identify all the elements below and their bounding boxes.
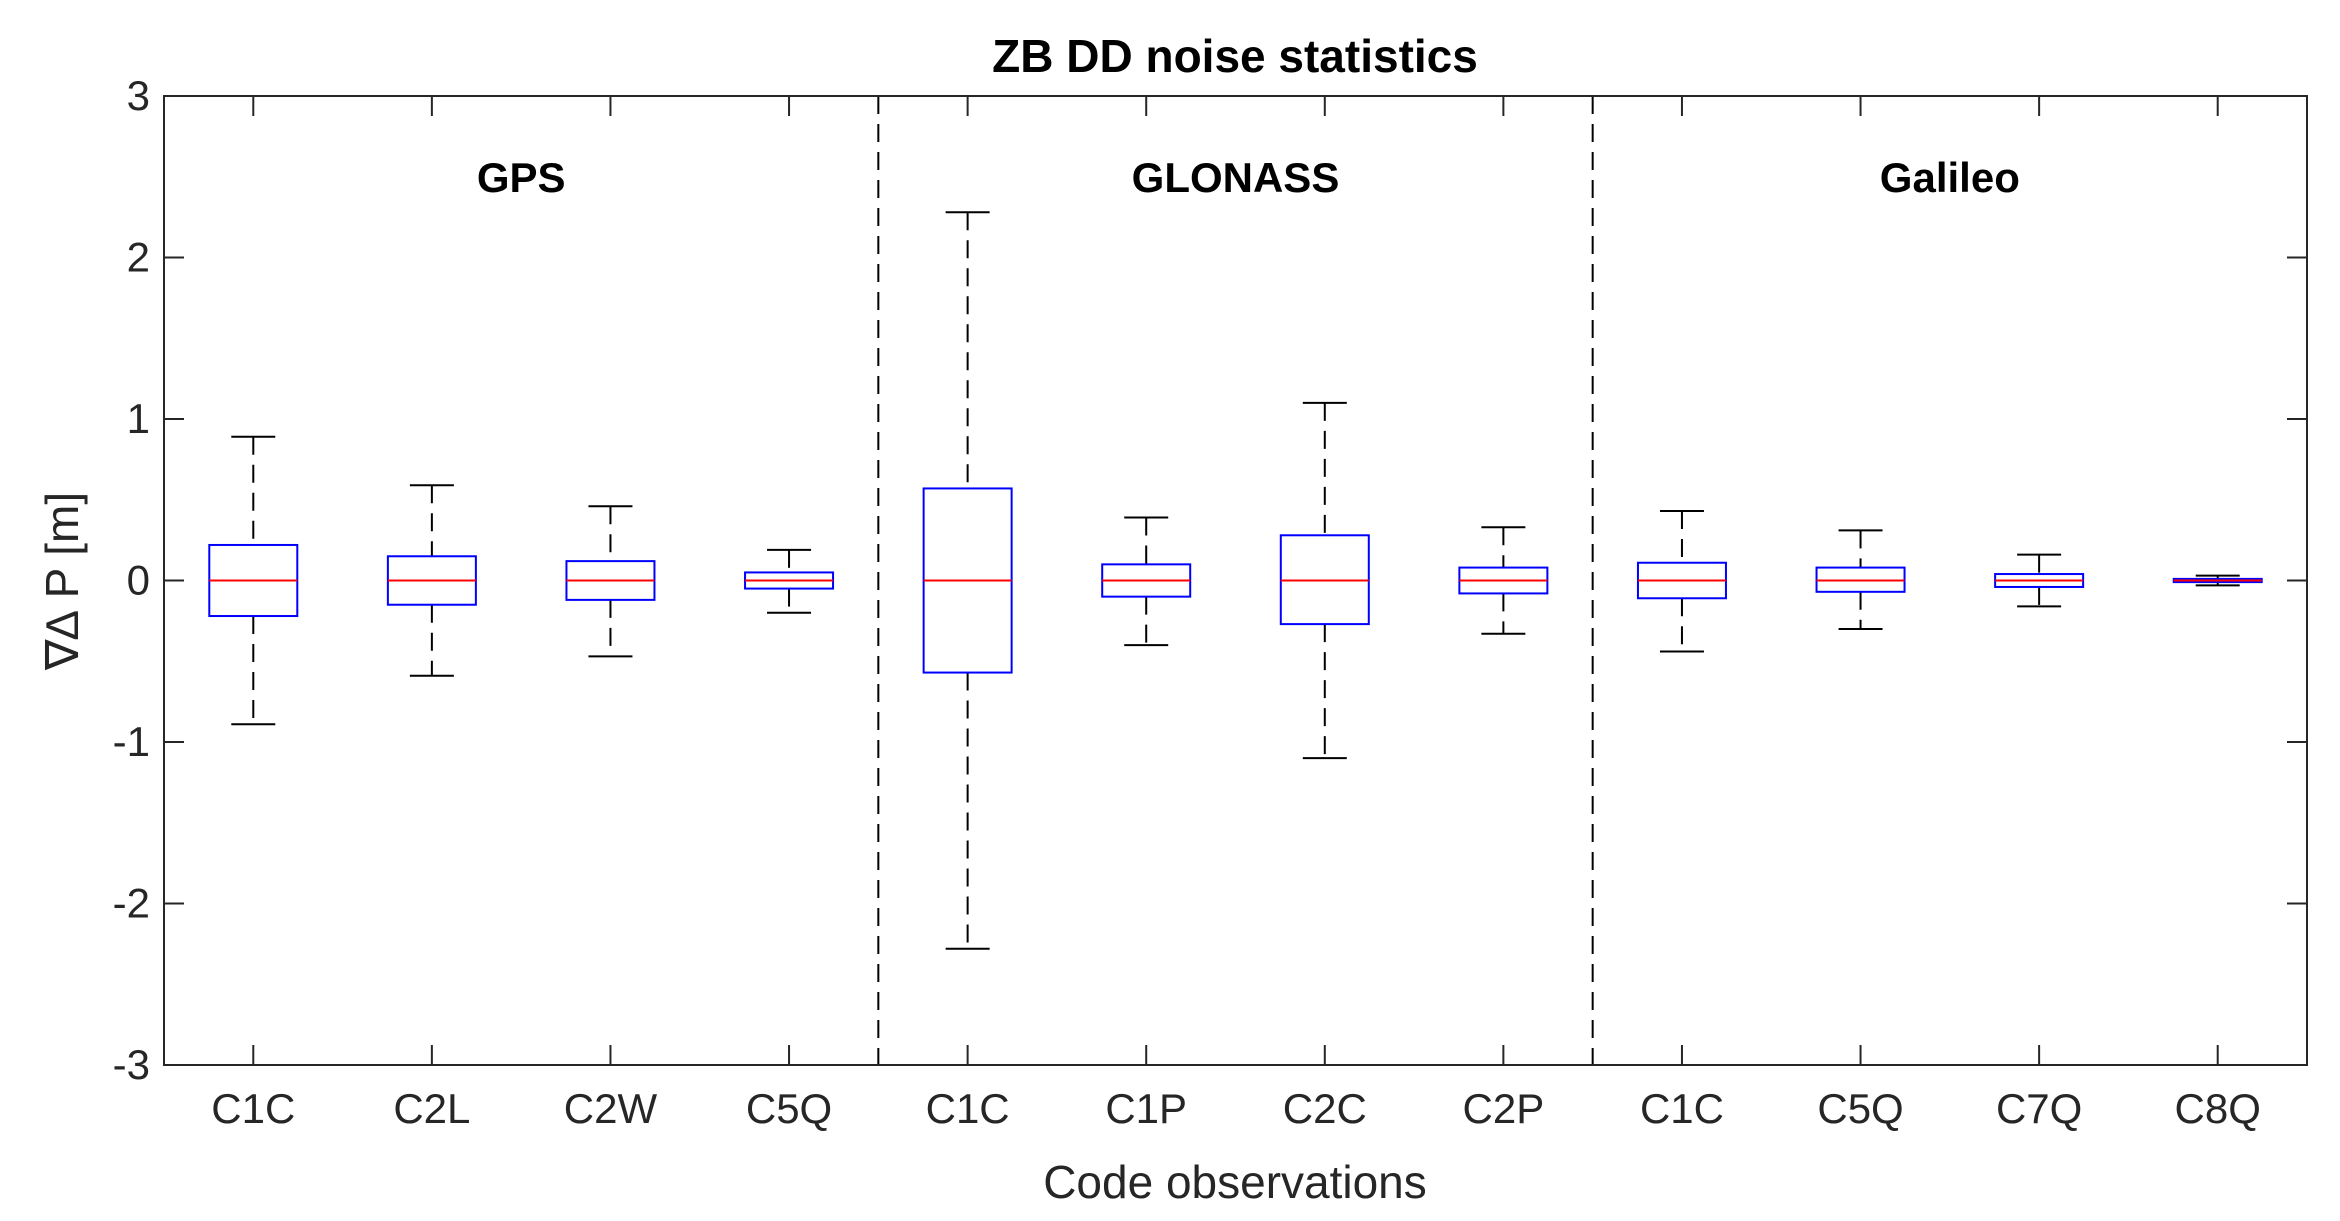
y-tick-label: -2	[113, 880, 150, 927]
group-label: GPS	[477, 154, 566, 201]
x-tick-label: C5Q	[746, 1085, 832, 1132]
group-label: GLONASS	[1132, 154, 1340, 201]
x-axis-label: Code observations	[1043, 1156, 1427, 1208]
x-tick-label: C1C	[1640, 1085, 1724, 1132]
y-tick-label: -1	[113, 718, 150, 765]
x-tick-label: C1P	[1105, 1085, 1187, 1132]
x-tick-label: C2W	[564, 1085, 658, 1132]
y-tick-label: 3	[127, 72, 150, 119]
group-label: Galileo	[1880, 154, 2020, 201]
y-tick-label: 1	[127, 395, 150, 442]
x-tick-label: C2C	[1283, 1085, 1367, 1132]
x-tick-label: C8Q	[2175, 1085, 2261, 1132]
chart-title: ZB DD noise statistics	[992, 30, 1478, 82]
x-tick-label: C5Q	[1817, 1085, 1903, 1132]
x-tick-label: C1C	[211, 1085, 295, 1132]
plot-area: -3 -2 -1 0 1 2 3 C1C C2L C2W C5Q C1C C1P C2C C2P C1C C5Q…	[113, 72, 2307, 1132]
x-tick-label: C2P	[1463, 1085, 1545, 1132]
y-tick-label: 0	[127, 557, 150, 604]
x-tick-label: C2L	[393, 1085, 470, 1132]
y-axis-label: ∇∆ P [m]	[36, 492, 88, 671]
x-tick-label: C7Q	[1996, 1085, 2082, 1132]
y-tick-label: -3	[113, 1041, 150, 1088]
y-tick-label: 2	[127, 234, 150, 281]
axes-frame	[163, 95, 2308, 1066]
x-tick-label: C1C	[926, 1085, 1010, 1132]
